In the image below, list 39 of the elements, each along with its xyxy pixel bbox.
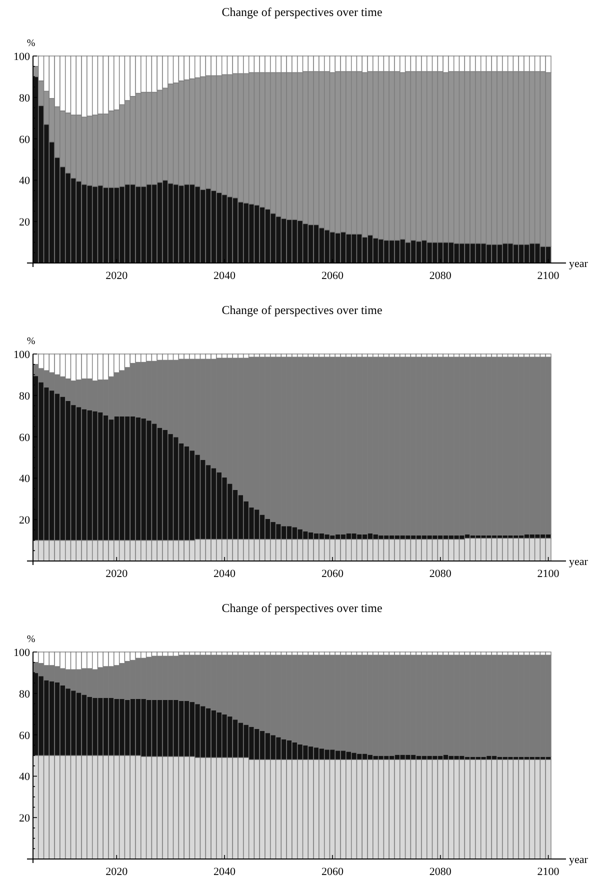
y-tick-label: 100 [14, 647, 30, 659]
y-tick-label: 40 [19, 175, 30, 188]
y-tick-label: 20 [19, 216, 30, 229]
x-tick-label: 2100 [537, 270, 560, 282]
x-tick-label: 2060 [321, 866, 344, 878]
x-tick-label: 2020 [106, 568, 128, 580]
y-tick-label: 80 [19, 390, 30, 402]
y-tick-label: 60 [19, 730, 30, 742]
x-tick-label: 2040 [214, 568, 236, 580]
y-tick-label: 40 [19, 473, 30, 486]
x-tick-label: 2060 [321, 270, 344, 282]
y-tick-label: 100 [14, 349, 30, 361]
x-tick-label: 2040 [214, 866, 236, 878]
y-tick-label: 60 [19, 432, 30, 444]
x-tick-label: 2060 [321, 568, 344, 580]
y-tick-label: 60 [19, 134, 30, 146]
x-tick-label: 2100 [537, 866, 560, 878]
x-tick-label: 2080 [429, 568, 452, 580]
x-tick-label: 2100 [537, 568, 560, 580]
chart-title: Change of perspectives over time [222, 5, 382, 19]
y-axis-title: % [26, 38, 36, 49]
y-tick-label: 40 [19, 771, 30, 784]
y-tick-label: 100 [14, 51, 30, 63]
x-axis-title: year [569, 556, 588, 568]
x-axis-title: year [569, 854, 588, 866]
y-axis-title: % [26, 634, 36, 645]
x-tick-label: 2020 [106, 866, 128, 878]
y-axis-title: % [26, 336, 36, 347]
y-tick-label: 20 [19, 812, 30, 825]
x-tick-label: 2040 [214, 270, 236, 282]
y-tick-label: 80 [19, 92, 30, 104]
chart-title: Change of perspectives over time [222, 601, 382, 615]
chart-title: Change of perspectives over time [222, 303, 382, 317]
x-tick-label: 2080 [429, 866, 452, 878]
x-axis-title: year [569, 258, 588, 270]
y-tick-label: 20 [19, 514, 30, 527]
x-tick-label: 2020 [106, 270, 128, 282]
y-tick-label: 80 [19, 688, 30, 700]
x-tick-label: 2080 [429, 270, 452, 282]
